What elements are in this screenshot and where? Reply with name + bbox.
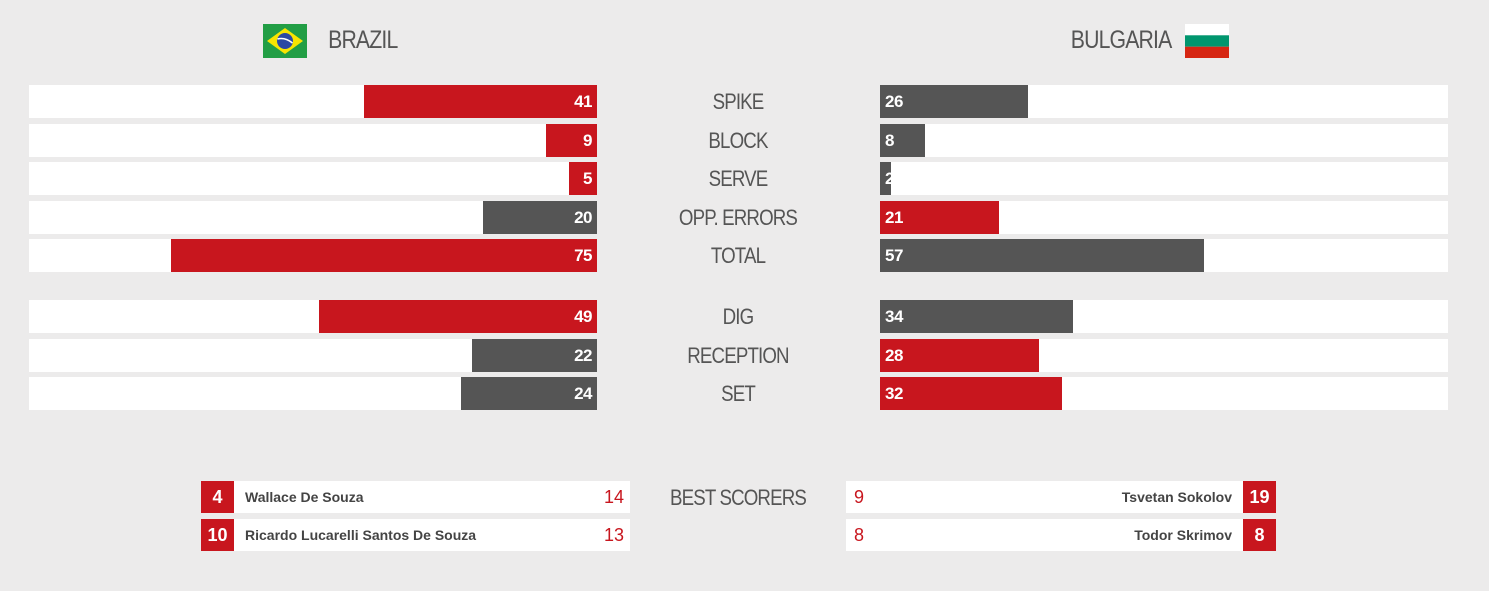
stat-label: TOTAL	[710, 243, 766, 269]
bar	[880, 162, 892, 196]
jersey-number: 4	[201, 481, 234, 513]
bar	[171, 239, 597, 273]
value-label: 32	[885, 384, 903, 404]
value-label: 21	[885, 207, 903, 227]
value-label: 20	[574, 207, 592, 227]
bar	[483, 200, 597, 234]
player-points: 9	[854, 487, 865, 507]
bar	[364, 85, 597, 118]
bar	[880, 338, 1040, 372]
bar	[880, 377, 1062, 411]
scorer-row	[846, 481, 1276, 513]
bar	[545, 123, 597, 157]
value-label: 26	[885, 92, 903, 111]
bulgaria-flag	[1185, 24, 1229, 58]
scorer-row	[201, 481, 630, 513]
bar	[880, 239, 1204, 273]
bar	[318, 300, 597, 333]
scorer-row	[846, 519, 1276, 551]
value-label: 24	[574, 384, 592, 404]
value-label: 8	[885, 130, 894, 150]
value-label: 34	[885, 307, 903, 326]
stat-label: DIG	[722, 304, 755, 329]
bar	[568, 162, 597, 196]
value-label: 22	[574, 345, 592, 365]
best-scorers-title: BEST SCORERS	[670, 485, 807, 510]
jersey-number: 19	[1243, 481, 1276, 513]
value-label: 9	[583, 130, 592, 150]
player-name: Tsvetan Sokolov	[1121, 489, 1232, 505]
brazil-flag	[263, 24, 307, 58]
value-label: 2	[885, 169, 894, 189]
bar	[880, 200, 1000, 234]
value-label: 57	[885, 246, 903, 266]
value-label: 49	[574, 307, 592, 326]
stat-label: OPP. ERRORS	[678, 204, 798, 230]
stat-label: SET	[721, 381, 756, 407]
value-label: 75	[574, 246, 592, 266]
player-name: Wallace De Souza	[245, 489, 364, 505]
jersey-number: 10	[201, 519, 234, 551]
player-name: Todor Skrimov	[1134, 527, 1232, 543]
row-background	[880, 123, 1448, 157]
player-points: 8	[854, 525, 865, 545]
stat-label: BLOCK	[708, 127, 768, 153]
bar	[472, 338, 597, 372]
stat-label: SERVE	[708, 166, 769, 192]
bar	[880, 123, 926, 157]
team-name: BRAZIL	[328, 26, 398, 54]
row-background	[880, 162, 1448, 196]
stat-label: RECEPTION	[687, 342, 789, 368]
player-points: 14	[603, 487, 624, 507]
stat-label: SPIKE	[712, 89, 765, 114]
row-background	[29, 162, 597, 196]
scorer-row	[201, 519, 630, 551]
team-name: BULGARIA	[1070, 26, 1172, 54]
value-label: 28	[885, 345, 903, 365]
jersey-number: 8	[1243, 519, 1276, 551]
player-points: 13	[603, 525, 624, 545]
bar	[460, 377, 597, 411]
bar	[880, 300, 1074, 333]
player-name: Ricardo Lucarelli Santos De Souza	[245, 527, 477, 543]
value-label: 5	[583, 169, 592, 189]
bar	[880, 85, 1028, 118]
row-background	[29, 123, 597, 157]
value-label: 41	[574, 92, 592, 111]
